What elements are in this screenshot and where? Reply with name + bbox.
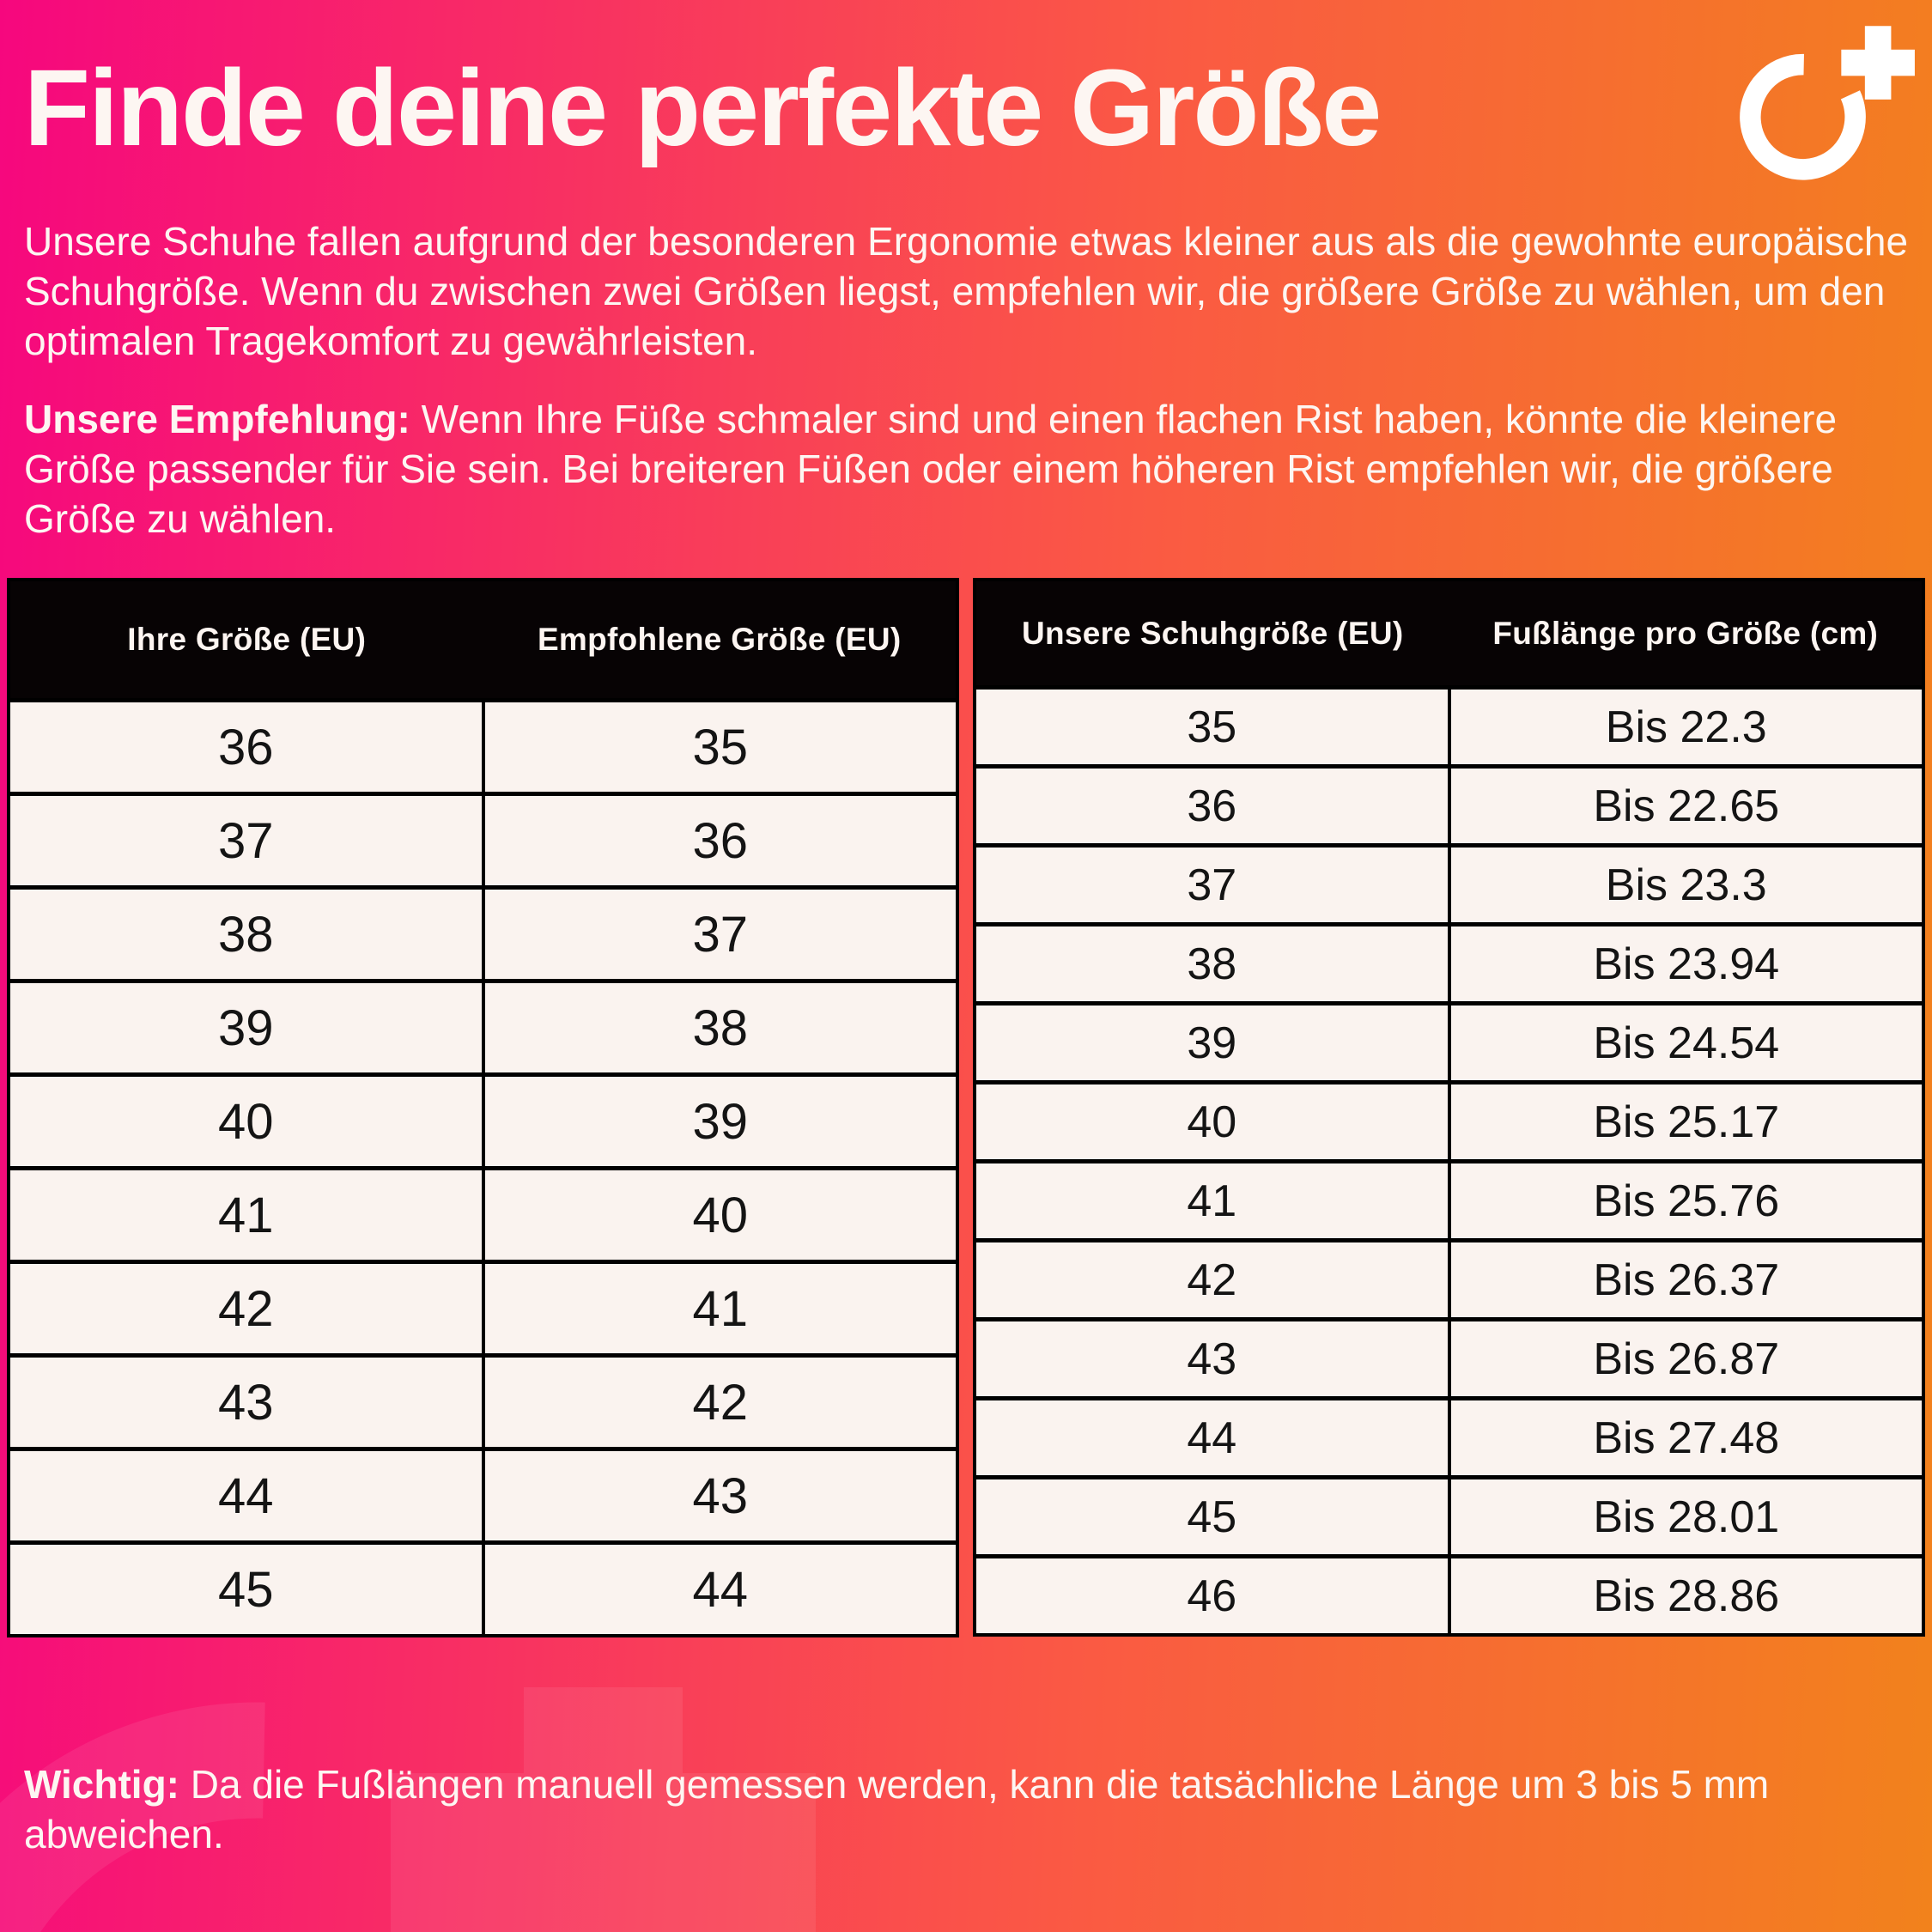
table-row: 35 Bis 22.3 (976, 685, 1922, 764)
cell-shoe-size: 39 (1187, 1018, 1237, 1068)
cell-your-size: 38 (217, 906, 274, 963)
cell-shoe-size: 44 (1187, 1413, 1237, 1463)
table-row: 39 Bis 24.54 (976, 1001, 1922, 1080)
cell-recommended-size: 38 (481, 983, 957, 1072)
cell-your-size: 40 (217, 1093, 274, 1150)
col-header-foot-length: Fußlänge pro Größe (cm) (1492, 615, 1879, 651)
cell-foot-length: Bis 23.3 (1447, 848, 1923, 922)
cell-shoe-size: 35 (1187, 702, 1237, 752)
cell-your-size: 44 (217, 1467, 274, 1524)
col-header-recommended-size: Empfohlene Größe (EU) (537, 622, 902, 657)
cell-shoe-size: 43 (1187, 1334, 1237, 1384)
cell-shoe-size: 37 (1187, 860, 1237, 910)
cell-foot-length: Bis 26.87 (1447, 1321, 1923, 1396)
table-row: 41 40 (10, 1166, 956, 1260)
table-row: 44 43 (10, 1447, 956, 1540)
important-note-label: Wichtig: (24, 1762, 179, 1807)
cell-recommended-size: 35 (481, 702, 957, 792)
col-header-your-size: Ihre Größe (EU) (127, 622, 367, 657)
cell-recommended-size: 37 (481, 890, 957, 979)
col-header-shoe-size: Unsere Schuhgröße (EU) (1022, 615, 1404, 651)
cell-shoe-size: 45 (1187, 1492, 1237, 1542)
table-row: 42 Bis 26.37 (976, 1238, 1922, 1317)
cell-recommended-size: 36 (481, 796, 957, 885)
cell-your-size: 45 (217, 1561, 274, 1618)
size-tables: Ihre Größe (EU) Empfohlene Größe (EU) 36… (7, 578, 1925, 1637)
intro-paragraph: Unsere Schuhe fallen aufgrund der besond… (24, 219, 1909, 363)
cell-foot-length: Bis 23.94 (1447, 927, 1923, 1001)
cell-shoe-size: 36 (1187, 781, 1237, 831)
cell-foot-length: Bis 22.65 (1447, 769, 1923, 843)
table-row: 40 39 (10, 1072, 956, 1166)
cell-foot-length: Bis 25.76 (1447, 1163, 1923, 1238)
cell-your-size: 41 (217, 1187, 274, 1243)
table-row: 43 42 (10, 1353, 956, 1447)
cell-shoe-size: 41 (1187, 1176, 1237, 1226)
table-row: 45 Bis 28.01 (976, 1475, 1922, 1554)
table-row: 42 41 (10, 1260, 956, 1353)
size-recommendation-table: Ihre Größe (EU) Empfohlene Größe (EU) 36… (7, 578, 959, 1637)
cell-your-size: 43 (217, 1374, 274, 1431)
cell-shoe-size: 46 (1187, 1571, 1237, 1621)
table-header-row: Unsere Schuhgröße (EU) Fußlänge pro Größ… (976, 581, 1922, 685)
cell-recommended-size: 44 (481, 1545, 957, 1634)
cell-recommended-size: 40 (481, 1170, 957, 1260)
table-row: 46 Bis 28.86 (976, 1554, 1922, 1633)
important-note: Wichtig: Da die Fußlängen manuell gemess… (24, 1760, 1918, 1860)
cell-foot-length: Bis 25.17 (1447, 1084, 1923, 1159)
cell-foot-length: Bis 28.86 (1447, 1558, 1923, 1633)
cell-shoe-size: 40 (1187, 1097, 1237, 1147)
cell-your-size: 42 (217, 1280, 274, 1337)
important-note-text: Da die Fußlängen manuell gemessen werden… (24, 1762, 1770, 1856)
recommendation-label: Unsere Empfehlung: (24, 397, 410, 441)
cell-your-size: 36 (217, 719, 274, 775)
table-row: 45 44 (10, 1540, 956, 1634)
table-row: 37 Bis 23.3 (976, 843, 1922, 922)
cell-recommended-size: 39 (481, 1077, 957, 1166)
cell-recommended-size: 42 (481, 1358, 957, 1447)
table-row: 39 38 (10, 979, 956, 1072)
page-title: Finde deine perfekte Größe (24, 47, 1382, 168)
table-header-row: Ihre Größe (EU) Empfohlene Größe (EU) (10, 581, 956, 698)
recommendation-paragraph: Unsere Empfehlung: Wenn Ihre Füße schmal… (24, 395, 1918, 544)
cell-foot-length: Bis 26.37 (1447, 1242, 1923, 1317)
cell-your-size: 37 (217, 812, 274, 869)
cell-recommended-size: 43 (481, 1451, 957, 1540)
table-row: 44 Bis 27.48 (976, 1396, 1922, 1475)
cell-shoe-size: 38 (1187, 939, 1237, 989)
table-row: 40 Bis 25.17 (976, 1080, 1922, 1159)
cell-recommended-size: 41 (481, 1264, 957, 1353)
table-row: 36 35 (10, 698, 956, 792)
table-row: 43 Bis 26.87 (976, 1317, 1922, 1396)
cell-foot-length: Bis 27.48 (1447, 1400, 1923, 1475)
table-row: 36 Bis 22.65 (976, 764, 1922, 843)
cell-foot-length: Bis 28.01 (1447, 1479, 1923, 1554)
table-row: 38 37 (10, 885, 956, 979)
cell-shoe-size: 42 (1187, 1255, 1237, 1305)
circle-plus-logo-icon (1740, 26, 1915, 180)
foot-length-table: Unsere Schuhgröße (EU) Fußlänge pro Größ… (973, 578, 1925, 1637)
table-row: 37 36 (10, 792, 956, 885)
cell-foot-length: Bis 24.54 (1447, 1005, 1923, 1080)
cell-your-size: 39 (217, 999, 274, 1056)
recommendation-text: Wenn Ihre Füße schmaler sind und einen f… (24, 397, 1838, 541)
cell-foot-length: Bis 22.3 (1447, 690, 1923, 764)
table-row: 41 Bis 25.76 (976, 1159, 1922, 1238)
table-row: 38 Bis 23.94 (976, 922, 1922, 1001)
